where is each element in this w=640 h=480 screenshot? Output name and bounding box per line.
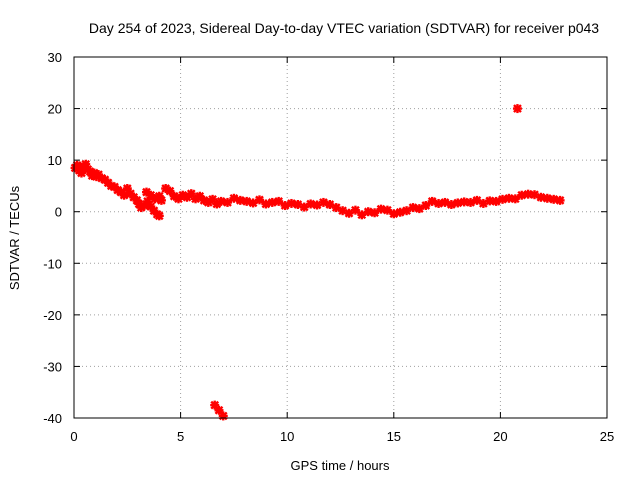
data-point <box>235 195 245 205</box>
y-tick-label: -10 <box>43 256 62 271</box>
y-tick-label: 30 <box>48 50 62 65</box>
data-point <box>512 104 522 114</box>
data-point <box>218 411 228 421</box>
x-tick-label: 5 <box>177 429 184 444</box>
data-point <box>408 203 418 213</box>
data-point <box>195 191 205 201</box>
data-point <box>446 199 456 209</box>
y-tick-label: 10 <box>48 153 62 168</box>
y-tick-label: 0 <box>55 205 62 220</box>
data-point <box>286 198 296 208</box>
axis-ticks: 0 5 10 15 20 25 -40 -30 -20 -10 0 10 20 30 <box>43 50 614 444</box>
x-tick-label: 25 <box>600 429 614 444</box>
x-tick-label: 20 <box>493 429 507 444</box>
data-point <box>363 207 373 217</box>
data-point <box>154 211 164 221</box>
data-point <box>156 195 166 205</box>
x-tick-label: 0 <box>70 429 77 444</box>
y-tick-label: -20 <box>43 308 62 323</box>
x-tick-label: 10 <box>280 429 294 444</box>
data-point <box>421 201 431 211</box>
y-tick-label: -30 <box>43 359 62 374</box>
data-point <box>382 205 392 215</box>
data-point <box>350 205 360 215</box>
y-tick-label: 20 <box>48 102 62 117</box>
data-point <box>555 195 565 205</box>
data-point <box>370 208 380 218</box>
plot-frame <box>73 56 608 419</box>
grid-lines <box>74 57 607 418</box>
data-point <box>223 197 233 207</box>
y-tick-label: -40 <box>43 411 62 426</box>
data-points <box>70 104 565 421</box>
data-point <box>254 195 264 205</box>
x-tick-label: 15 <box>387 429 401 444</box>
data-point <box>549 194 559 204</box>
x-axis-label: GPS time / hours <box>291 458 390 473</box>
data-point <box>274 196 284 206</box>
y-axis-label: SDTVAR / TECUs <box>7 185 22 290</box>
chart-title: Day 254 of 2023, Sidereal Day-to-day VTE… <box>89 20 599 36</box>
data-point <box>510 194 520 204</box>
